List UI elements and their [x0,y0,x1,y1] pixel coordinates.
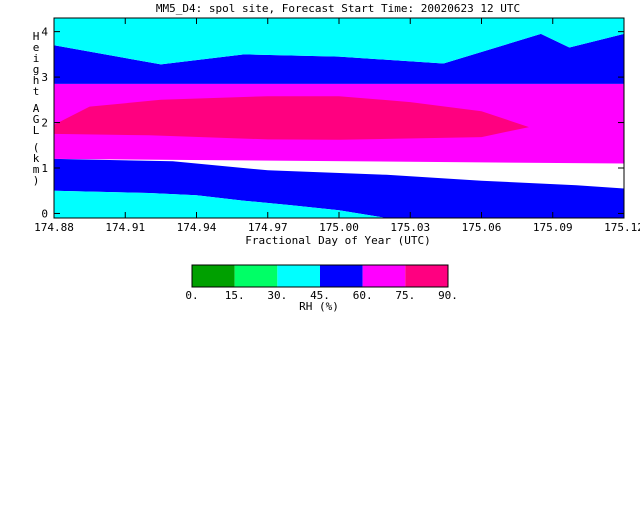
y-axis-label-char: m [33,163,40,176]
x-axis-label: Fractional Day of Year (UTC) [245,234,430,247]
colorbar-tick-label: 75. [395,289,415,302]
colorbar-bin-75-90 [405,265,448,287]
y-axis-label-char: g [33,63,40,76]
x-tick-label: 175.03 [390,221,430,234]
y-axis-label-char: H [33,30,40,43]
y-axis-label-char: A [33,102,40,115]
y-axis-label-char: L [33,124,40,137]
colorbar-tick-label: 15. [225,289,245,302]
x-tick-label: 174.94 [177,221,217,234]
y-tick-label: 0 [41,207,48,220]
colorbar-tick-label: 45. [310,289,330,302]
x-axis: 174.88 174.91 174.94 174.97 175.00 175.03 175.… [34,18,640,234]
y-axis-label-char: ) [33,174,40,187]
rh-region-30-45-4 [54,18,624,65]
colorbar-bin-60-75 [362,265,406,287]
colorbar-frame [191,264,449,288]
colorbar-tick-label: 30. [267,289,287,302]
y-tick-label: 3 [41,71,48,84]
colorbar-ticks: 0. 15. 30. 45. 60. 75. 90. [185,289,458,302]
colorbar-bin-30-45 [277,265,320,287]
colorbar-bin-45-60 [320,265,363,287]
rh-region-75-90-1 [54,96,529,140]
y-tick-label: 4 [41,26,48,39]
x-tick-label: 175.00 [319,221,359,234]
y-axis: 0 1 2 3 4 [41,26,624,220]
y-tick-label: 2 [41,117,48,130]
rh-region-45-60-3 [54,33,624,84]
chart-title: MM5_D4: spol site, Forecast Start Time: … [156,2,520,15]
x-tick-label: 175.09 [533,221,573,234]
colorbar-tick-label: 0. [185,289,198,302]
colorbar-tick-label: 60. [353,289,373,302]
colorbar-bin-15-30 [234,265,278,287]
y-axis-label-char: t [33,85,40,98]
y-axis-label-char: e [33,41,40,54]
rh-region-45-60-2 [54,158,624,218]
colorbar-bin-0-15 [192,265,235,287]
y-axis-label-char: G [33,113,40,126]
y-axis-label-char: h [33,74,40,87]
x-tick-label: 175.12 [604,221,640,234]
y-axis-label-char: i [33,52,40,65]
y-tick-label: 1 [41,162,48,175]
colorbar-label: RH (%) [299,300,339,313]
rh-region-30-45-5 [54,190,387,218]
colorbar [191,264,449,288]
x-tick-label: 174.91 [105,221,145,234]
colorbar-tick-label: 90. [438,289,458,302]
plot-area [54,18,624,218]
x-tick-label: 174.97 [248,221,288,234]
x-tick-label: 174.88 [34,221,74,234]
x-tick-label: 175.06 [462,221,502,234]
y-axis-label-char: ( [33,141,40,154]
y-axis-label-char: k [33,152,40,165]
